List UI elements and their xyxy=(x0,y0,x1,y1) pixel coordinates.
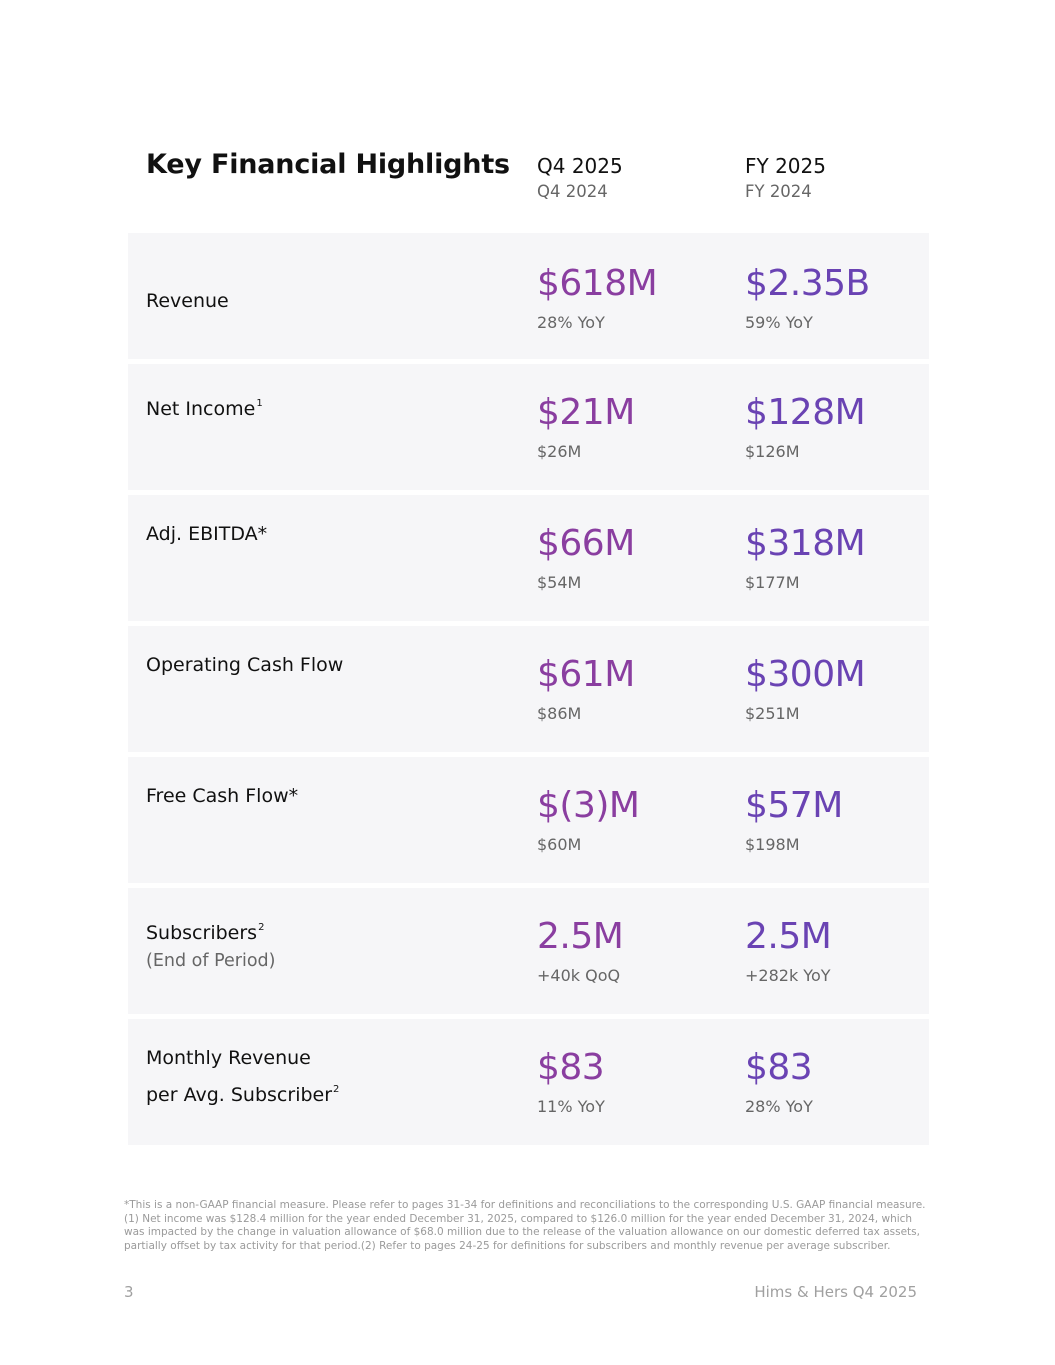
table-row-adj-ebitda: Adj. EBITDA* $66M $54M $318M $177M xyxy=(128,495,929,621)
year-cell: $300M $251M xyxy=(745,650,866,726)
quarter-cell: $618M 28% YoY xyxy=(537,259,658,335)
quarter-value: $66M xyxy=(537,523,635,564)
quarter-value: $83 xyxy=(537,1047,605,1088)
page-title: Key Financial Highlights xyxy=(146,149,510,180)
year-value: $128M xyxy=(745,392,866,433)
footnote-marker: 2 xyxy=(333,1084,340,1095)
year-value: $318M xyxy=(745,523,866,564)
table-row-monthly-revenue-per-subscriber: Monthly Revenue per Avg. Subscriber2 $83 … xyxy=(128,1019,929,1145)
table-row-net-income: Net Income1 $21M $26M $128M $126M xyxy=(128,364,929,490)
quarter-value: $(3)M xyxy=(537,785,640,826)
year-comparison: $251M xyxy=(745,704,800,723)
year-comparison: $198M xyxy=(745,835,800,854)
year-comparison: +282k YoY xyxy=(745,966,831,985)
table-row-free-cash-flow: Free Cash Flow* $(3)M $60M $57M $198M xyxy=(128,757,929,883)
year-comparison: 28% YoY xyxy=(745,1097,813,1116)
quarter-cell: $83 11% YoY xyxy=(537,1043,605,1119)
table-row-subscribers: Subscribers2 (End of Period) 2.5M +40k Qo… xyxy=(128,888,929,1014)
page-number: 3 xyxy=(124,1283,134,1301)
year-comparison: $126M xyxy=(745,442,800,461)
year-value: $57M xyxy=(745,785,843,826)
footnote-text: *This is a non-GAAP financial measure. P… xyxy=(124,1199,926,1252)
row-label: Free Cash Flow* xyxy=(146,785,299,807)
report-brand: Hims & Hers Q4 2025 xyxy=(754,1283,917,1301)
row-sublabel: (End of Period) xyxy=(146,951,276,971)
year-comparison: 59% YoY xyxy=(745,313,813,332)
column-prior-period: Q4 2024 xyxy=(537,182,608,201)
year-cell: $83 28% YoY xyxy=(745,1043,813,1119)
quarter-cell: $21M $26M xyxy=(537,388,635,464)
row-label: Adj. EBITDA* xyxy=(146,523,268,545)
year-value: $83 xyxy=(745,1047,813,1088)
year-comparison: $177M xyxy=(745,573,800,592)
quarter-cell: 2.5M +40k QoQ xyxy=(537,912,624,988)
footnote-marker: 2 xyxy=(258,922,265,933)
table-row-operating-cash-flow: Operating Cash Flow $61M $86M $300M $251… xyxy=(128,626,929,752)
year-value: $2.35B xyxy=(745,263,870,304)
quarter-comparison: 28% YoY xyxy=(537,313,605,332)
quarter-value: 2.5M xyxy=(537,916,624,957)
quarter-value: $618M xyxy=(537,263,658,304)
row-label: Net Income1 xyxy=(146,398,263,420)
quarter-value: $21M xyxy=(537,392,635,433)
quarter-comparison: +40k QoQ xyxy=(537,966,621,985)
year-cell: $57M $198M xyxy=(745,781,843,857)
year-cell: $2.35B 59% YoY xyxy=(745,259,870,335)
quarter-comparison: 11% YoY xyxy=(537,1097,605,1116)
quarter-cell: $(3)M $60M xyxy=(537,781,640,857)
highlights-table: Revenue $618M 28% YoY $2.35B 59% YoY Net… xyxy=(128,233,929,1150)
year-cell: $128M $126M xyxy=(745,388,866,464)
table-row-revenue: Revenue $618M 28% YoY $2.35B 59% YoY xyxy=(128,233,929,359)
row-label: Revenue xyxy=(146,290,229,312)
year-cell: 2.5M +282k YoY xyxy=(745,912,832,988)
column-prior-period: FY 2024 xyxy=(745,182,812,201)
row-label: Subscribers2 (End of Period) xyxy=(146,922,276,971)
column-current-period: FY 2025 xyxy=(745,154,826,178)
year-value: $300M xyxy=(745,654,866,695)
quarter-comparison: $60M xyxy=(537,835,582,854)
quarter-comparison: $86M xyxy=(537,704,582,723)
row-label: Operating Cash Flow xyxy=(146,654,344,676)
column-current-period: Q4 2025 xyxy=(537,154,623,178)
year-value: 2.5M xyxy=(745,916,832,957)
row-label: Monthly Revenue per Avg. Subscriber2 xyxy=(146,1047,340,1106)
column-header-year: FY 2025 FY 2024 xyxy=(745,153,826,205)
year-cell: $318M $177M xyxy=(745,519,866,595)
quarter-comparison: $54M xyxy=(537,573,582,592)
quarter-cell: $61M $86M xyxy=(537,650,635,726)
quarter-cell: $66M $54M xyxy=(537,519,635,595)
column-header-quarter: Q4 2025 Q4 2024 xyxy=(537,153,623,205)
quarter-value: $61M xyxy=(537,654,635,695)
footnote-marker: 1 xyxy=(256,398,263,409)
quarter-comparison: $26M xyxy=(537,442,582,461)
